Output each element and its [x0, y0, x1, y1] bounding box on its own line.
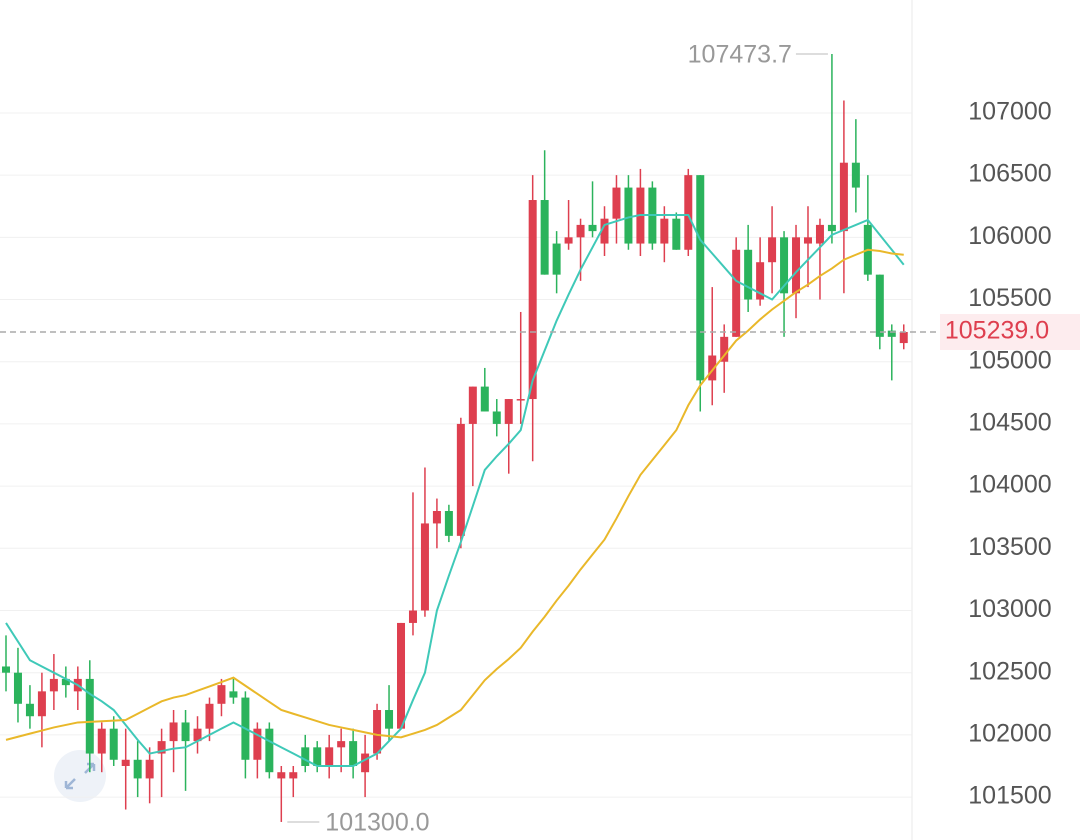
candle-body — [432, 510, 441, 524]
candle-body — [660, 218, 669, 244]
candle-body — [361, 753, 370, 773]
candle-body — [600, 218, 609, 244]
candle-body — [181, 722, 190, 742]
candle-body — [49, 678, 58, 692]
candle-body — [803, 237, 812, 244]
candle-body — [37, 691, 46, 717]
min-annotation-label: 101300.0 — [325, 809, 429, 837]
candle-body — [85, 678, 94, 754]
y-tick-label: 103500 — [968, 533, 1051, 561]
expand-icon-bg — [54, 750, 106, 802]
candle-body — [456, 423, 465, 536]
candle-body — [253, 728, 262, 760]
candle-body — [277, 772, 286, 779]
candle-body — [564, 237, 573, 244]
candle-body — [552, 243, 561, 275]
candle-body — [397, 622, 406, 729]
candle-body — [815, 224, 824, 244]
candle-body — [528, 200, 537, 400]
last-price-label: 105239.0 — [945, 317, 1049, 345]
candle-body — [229, 691, 238, 698]
candle-body — [624, 187, 633, 244]
candle-body — [588, 224, 597, 232]
candle-body — [780, 237, 789, 294]
y-tick-label: 101500 — [968, 782, 1051, 810]
y-tick-label: 102500 — [968, 657, 1051, 685]
y-tick-label: 106500 — [968, 160, 1051, 188]
candle-body — [265, 728, 274, 773]
y-tick-label: 102000 — [968, 720, 1051, 748]
y-tick-label: 103000 — [968, 595, 1051, 623]
y-tick-label: 104000 — [968, 471, 1051, 499]
candle-body — [157, 741, 166, 754]
max-annotation-label: 107473.7 — [688, 41, 792, 69]
candle-body — [827, 224, 836, 232]
candle-body — [540, 200, 549, 275]
candle-body — [480, 386, 489, 412]
candle-body — [121, 759, 130, 766]
candle-body — [612, 187, 621, 219]
candle-body — [205, 703, 214, 729]
candle-body — [420, 523, 429, 611]
candle-body — [13, 672, 22, 704]
candle-body — [672, 218, 681, 250]
candle-body — [576, 224, 585, 238]
candle-body — [337, 741, 346, 748]
y-tick-label: 105000 — [968, 346, 1051, 374]
candle-body — [792, 237, 801, 294]
candle-body — [516, 399, 525, 401]
candle-body — [720, 336, 729, 362]
candle-body — [444, 510, 453, 536]
y-tick-label: 107000 — [968, 98, 1051, 126]
candle-body — [696, 175, 705, 381]
candle-body — [301, 747, 310, 766]
candle-body — [768, 237, 777, 263]
y-tick-label: 106000 — [968, 222, 1051, 250]
y-tick-label: 104500 — [968, 409, 1051, 437]
candle-body — [839, 162, 848, 232]
candle-body — [492, 411, 501, 424]
candle-body — [145, 759, 154, 779]
y-tick-label: 105500 — [968, 284, 1051, 312]
candle-body — [349, 741, 358, 766]
candle-body — [313, 747, 322, 766]
candle-body — [373, 710, 382, 754]
candle-body — [2, 666, 10, 673]
candle-body — [289, 772, 298, 779]
expand-icon[interactable] — [54, 750, 106, 802]
candle-body — [504, 399, 513, 424]
candle-body — [744, 249, 753, 300]
candle-body — [875, 274, 884, 337]
candle-body — [217, 685, 226, 704]
candle-body — [133, 759, 142, 779]
moving-average-line — [5, 248, 904, 741]
candle-body — [97, 728, 106, 754]
candle-body — [169, 722, 178, 742]
candle-body — [325, 747, 334, 766]
candle-body — [851, 162, 860, 188]
candle-body — [408, 610, 417, 623]
candle-body — [385, 710, 394, 729]
candle-body — [25, 703, 34, 717]
candle-body — [193, 728, 202, 742]
candle-body — [708, 355, 717, 381]
candle-body — [756, 262, 765, 300]
candle-body — [887, 330, 896, 337]
candle-body — [468, 386, 477, 424]
moving-average-line — [5, 213, 905, 767]
candle-body — [684, 175, 693, 250]
last-price-tag — [940, 313, 1080, 350]
candle-body — [899, 331, 908, 344]
candle-body — [61, 678, 70, 686]
candle-body — [732, 249, 741, 337]
candle-body — [109, 728, 118, 760]
